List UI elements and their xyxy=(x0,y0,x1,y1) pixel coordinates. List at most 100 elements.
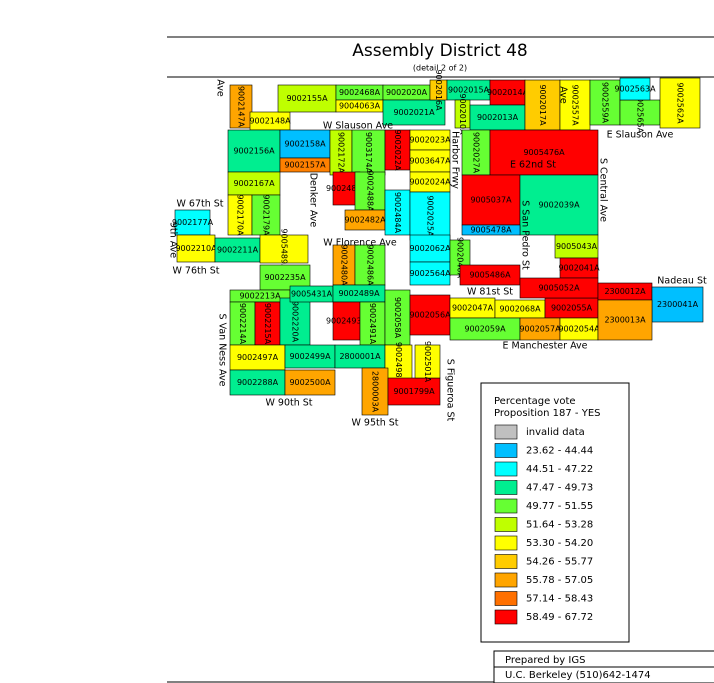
street-label: S Central Ave xyxy=(598,158,609,222)
precinct-label: 9002057A xyxy=(519,325,561,334)
precinct-label: 9002023A xyxy=(409,136,451,145)
precinct-label: 9002497A xyxy=(237,353,279,362)
precinct xyxy=(229,301,256,346)
precinct-label: 9002482A xyxy=(344,216,386,225)
street-label: W Slauson Ave xyxy=(323,121,393,132)
precinct xyxy=(409,294,451,336)
precinct xyxy=(519,174,599,236)
precinct-label: 9002015A xyxy=(448,86,490,95)
precinct-label: 9002501A xyxy=(423,341,432,383)
precinct-label: 9002172A xyxy=(337,132,346,174)
legend-title: Proposition 187 - YES xyxy=(494,408,600,419)
precinct xyxy=(469,104,526,131)
precinct-label: 9003174A xyxy=(364,132,373,174)
precinct xyxy=(409,234,451,263)
map-title: Assembly District 48 xyxy=(352,41,527,61)
precinct xyxy=(384,129,411,171)
precinct-label: 9002054A xyxy=(558,325,600,334)
precinct xyxy=(229,344,286,371)
precinct-label: 9005476A xyxy=(523,148,565,157)
precinct xyxy=(354,171,386,211)
precinct xyxy=(214,237,261,263)
precinct xyxy=(332,301,361,341)
street-label: S Van Ness Ave xyxy=(217,314,228,387)
legend-title: Percentage vote xyxy=(494,396,576,407)
credit: U.C. Berkeley (510)642-1474 xyxy=(505,670,651,681)
precinct xyxy=(351,129,386,176)
precinct xyxy=(227,129,281,173)
street-label: Denker Ave xyxy=(308,173,319,228)
precinct-label: 2300012A xyxy=(604,287,646,296)
precinct-label: 9002156A xyxy=(233,147,275,156)
precinct-label: 9005043A xyxy=(556,242,598,251)
precinct-label: 9002148A xyxy=(249,117,291,126)
precinct xyxy=(489,129,599,176)
legend-swatch xyxy=(494,535,518,551)
precinct-label: 2300041A xyxy=(657,300,699,309)
precinct-label: 9002500A xyxy=(289,378,331,387)
precinct-label: 9002557A xyxy=(571,84,580,126)
precinct-label: 9002170A xyxy=(236,194,245,236)
precinct-label: 2800003A xyxy=(371,371,380,413)
precinct-label: 9005431A xyxy=(291,290,333,299)
precinct xyxy=(384,289,411,346)
precinct-label: 9002058A xyxy=(393,297,402,339)
legend-label: 57.14 - 58.43 xyxy=(526,594,593,605)
precinct-label: 9005489A xyxy=(280,228,289,270)
precinct-label: 9002059A xyxy=(464,325,506,334)
credit: Prepared by IGS xyxy=(505,655,585,666)
precinct-label: 9002055A xyxy=(551,304,593,313)
precinct xyxy=(251,194,281,236)
precinct xyxy=(589,79,621,126)
precinct-label: 9002041A xyxy=(558,264,600,273)
street-label: E Slauson Ave xyxy=(607,130,674,141)
legend-swatch xyxy=(494,424,518,440)
precinct-label: 9002499A xyxy=(289,352,331,361)
street-label: Ave xyxy=(558,86,569,104)
legend-label: invalid data xyxy=(526,427,585,438)
precinct-label: 9002211A xyxy=(217,246,259,255)
precinct-label: 9002210A xyxy=(175,244,217,253)
precinct xyxy=(387,377,441,406)
precinct xyxy=(651,286,704,323)
precinct xyxy=(279,297,311,346)
precinct xyxy=(382,99,446,126)
legend-swatch xyxy=(494,461,518,477)
legend-label: 44.51 - 47.22 xyxy=(526,464,593,475)
precinct xyxy=(659,77,701,129)
street-label: 9th Ave xyxy=(168,222,179,258)
precinct xyxy=(284,369,336,396)
legend-label: 51.64 - 53.28 xyxy=(526,520,593,531)
precinct-label: 9002214A xyxy=(238,303,247,345)
precinct-label: 9002565A xyxy=(636,92,645,134)
precinct-label: 9002483A xyxy=(326,184,368,193)
street-label: S Figueroa St xyxy=(445,359,456,422)
precinct-label: 9002020A xyxy=(386,88,428,97)
precinct-label: 9002486A xyxy=(366,244,375,286)
precinct xyxy=(227,194,253,236)
legend-swatch xyxy=(494,443,518,458)
map-subtitle: (detail 2 of 2) xyxy=(413,64,467,73)
precinct-label: 9002047A xyxy=(452,304,494,313)
precinct-label: 9005486A xyxy=(469,271,511,280)
precinct-label: 9002288A xyxy=(237,378,279,387)
precinct-label: 9002213A xyxy=(239,292,281,301)
precinct-label: 9002215A xyxy=(263,303,272,345)
precinct-label: 9002235A xyxy=(264,273,306,282)
precinct-label: 9002013A xyxy=(477,113,519,122)
legend-swatch xyxy=(494,498,518,514)
precinct xyxy=(277,84,337,113)
precinct-label: 9002562A xyxy=(676,82,685,124)
precinct-label: 9002177A xyxy=(172,218,214,227)
precinct-label: 9002068A xyxy=(499,305,541,314)
precinct-label: 9005478A xyxy=(470,226,512,235)
legend-swatch xyxy=(494,572,518,588)
legend-label: 55.78 - 57.05 xyxy=(526,575,593,586)
precinct xyxy=(229,84,253,129)
legend-label: 54.26 - 55.77 xyxy=(526,557,593,568)
street-label: W 81st St xyxy=(467,287,513,298)
legend-label: 53.30 - 54.20 xyxy=(526,538,593,549)
legend-swatch xyxy=(494,554,518,569)
precinct xyxy=(459,264,521,286)
precinct-label: 9002489A xyxy=(338,289,380,298)
